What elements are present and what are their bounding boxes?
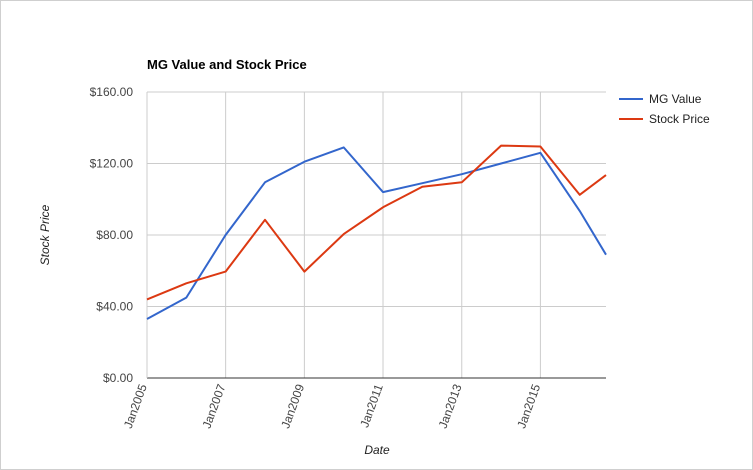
x-tick-label: Jan2011 [357,382,386,430]
series-line-stock-price [146,144,607,301]
y-tick-label: $160.00 [90,85,134,99]
y-axis-title: Stock Price [38,204,52,265]
legend-label-stock-price: Stock Price [649,112,710,126]
y-tick-label: $0.00 [103,371,133,385]
x-tick-label: Jan2009 [278,382,307,430]
x-tick-label: Jan2015 [514,382,543,430]
x-tick-label: Jan2013 [436,382,465,430]
y-tick-label: $120.00 [90,157,134,171]
legend-label-mg-value: MG Value [649,92,702,106]
series-line-mg-value [146,146,607,320]
y-tick-label: $40.00 [96,300,133,314]
x-tick-label: Jan2005 [121,382,150,430]
x-axis-title: Date [364,443,390,457]
tick-labels: $0.00 $40.00 $80.00 $120.00 $160.00 Jan2005 Ja… [90,85,544,430]
chart-title: MG Value and Stock Price [147,57,307,72]
gridlines [147,91,606,378]
series-lines [146,144,607,320]
y-tick-label: $80.00 [96,228,133,242]
legend: MG Value Stock Price [619,92,710,126]
x-tick-label: Jan2007 [200,382,229,430]
axes [146,92,606,379]
